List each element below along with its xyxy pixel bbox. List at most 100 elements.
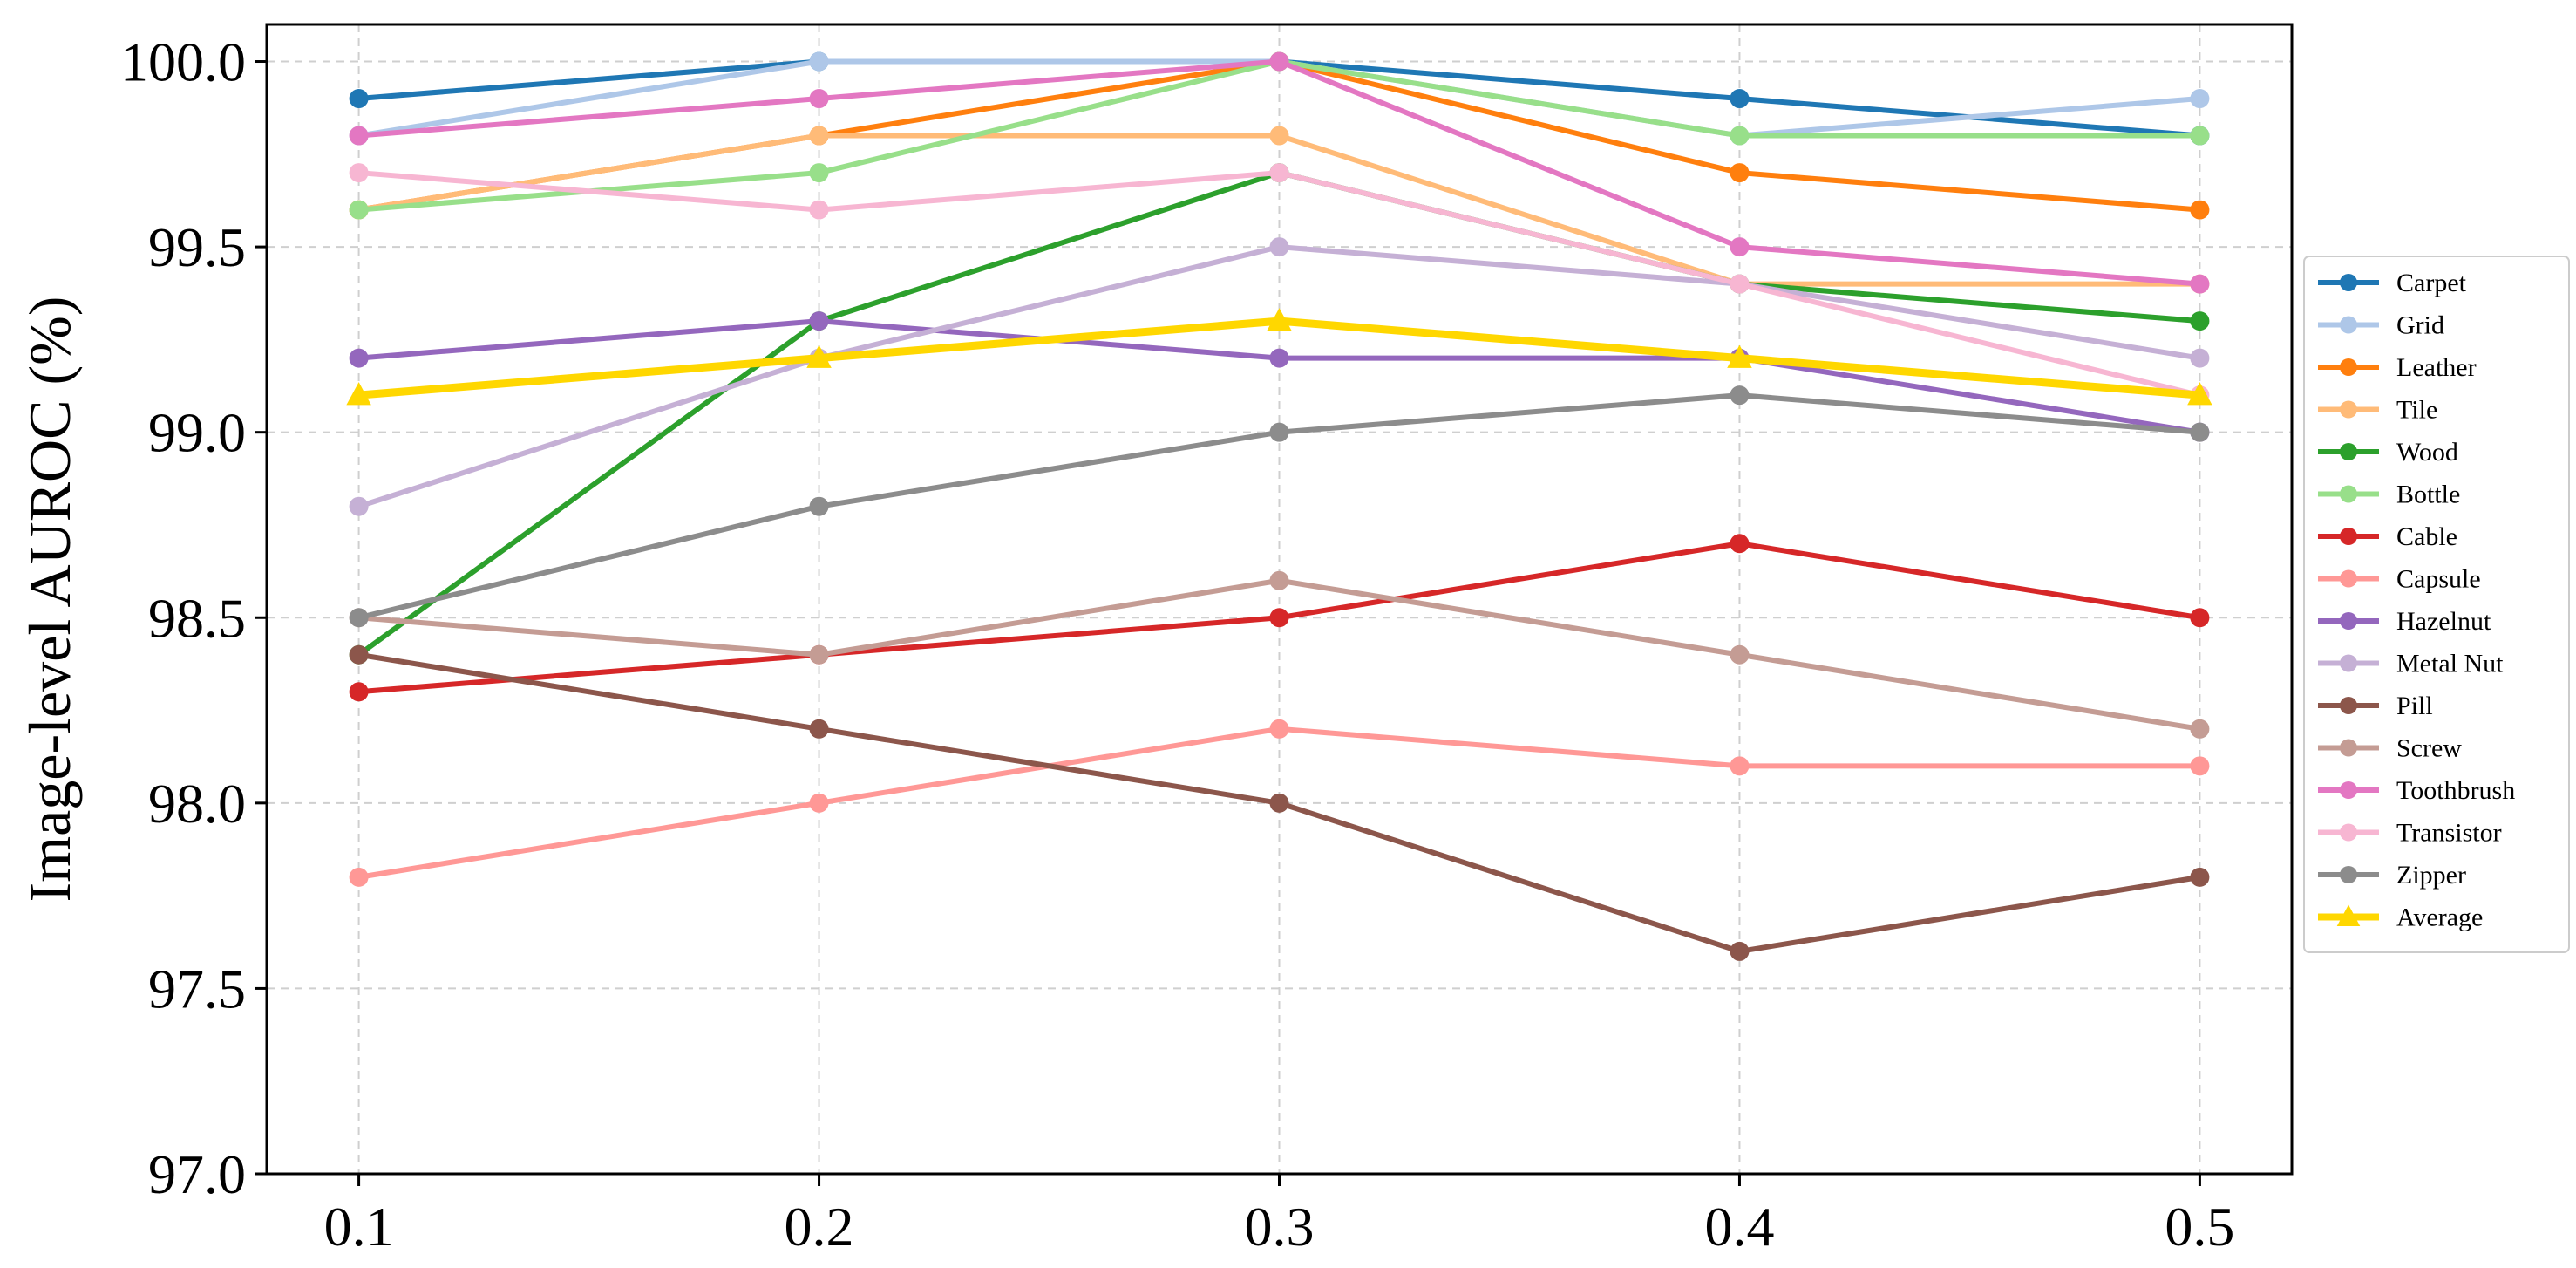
legend-frame	[2303, 256, 2570, 953]
data-point-grid	[809, 51, 829, 72]
legend-label: Metal Nut	[2396, 650, 2504, 678]
data-point-carpet	[349, 89, 369, 109]
data-point-toothbrush	[1269, 51, 1289, 72]
data-point-leather	[2190, 200, 2210, 220]
data-point-transistor	[349, 163, 369, 183]
data-point-screw	[1730, 644, 1750, 665]
legend-label: Leather	[2396, 353, 2477, 382]
legend-swatch-marker	[2336, 904, 2361, 926]
legend-item-leather[interactable]: Leather	[2318, 353, 2477, 382]
series-average	[346, 308, 2212, 406]
legend-swatch-marker	[2340, 358, 2357, 376]
data-point-capsule	[2190, 756, 2210, 776]
data-point-average	[2187, 382, 2212, 406]
legend-item-tile[interactable]: Tile	[2318, 396, 2437, 425]
data-point-transistor	[1269, 163, 1289, 183]
data-point-capsule	[1269, 719, 1289, 739]
data-point-zipper	[2190, 422, 2210, 442]
legend-item-screw[interactable]: Screw	[2318, 734, 2462, 763]
data-point-average	[806, 344, 832, 368]
data-point-hazelnut	[1269, 348, 1289, 368]
legend-item-carpet[interactable]: Carpet	[2318, 269, 2467, 297]
legend-label: Hazelnut	[2396, 607, 2491, 636]
data-point-pill	[1269, 793, 1289, 813]
series-group	[346, 51, 2212, 961]
legend-swatch-marker	[2340, 400, 2357, 419]
legend-label: Cable	[2396, 522, 2457, 551]
legend-label: Average	[2396, 903, 2483, 932]
data-point-transistor	[1730, 274, 1750, 294]
legend-item-average[interactable]: Average	[2318, 903, 2483, 932]
legend-swatch-marker	[2340, 485, 2357, 503]
data-point-zipper	[809, 496, 829, 516]
legend-item-zipper[interactable]: Zipper	[2318, 861, 2466, 890]
data-point-average	[1727, 344, 1752, 368]
series-pill	[349, 644, 2210, 961]
y-tick-label: 97.0	[148, 1143, 246, 1205]
legend-swatch-marker	[2340, 612, 2357, 630]
legend-swatch-marker	[2340, 443, 2357, 460]
data-point-pill	[2190, 867, 2210, 887]
legend[interactable]: Carpet Grid Leather Tile Wood Bottle Cable Caps…	[2303, 256, 2570, 953]
data-point-average	[1267, 308, 1292, 331]
data-point-screw	[809, 644, 829, 665]
legend-label: Transistor	[2396, 819, 2502, 848]
data-point-pill	[809, 719, 829, 739]
data-point-capsule	[809, 793, 829, 813]
data-point-metal-nut	[1269, 237, 1289, 257]
legend-swatch-marker	[2340, 316, 2357, 334]
series-transistor	[349, 163, 2210, 406]
legend-label: Bottle	[2396, 481, 2460, 509]
legend-swatch-marker	[2340, 823, 2357, 842]
legend-item-hazelnut[interactable]: Hazelnut	[2318, 607, 2491, 636]
data-point-wood	[2190, 311, 2210, 331]
data-point-tile	[809, 126, 829, 146]
data-point-capsule	[349, 867, 369, 887]
legend-item-transistor[interactable]: Transistor	[2318, 819, 2502, 848]
grid-lines	[267, 24, 2292, 1175]
y-tick-label: 98.0	[148, 773, 246, 835]
data-point-bottle	[809, 163, 829, 183]
series-toothbrush	[349, 51, 2210, 294]
y-tick-label: 100.0	[120, 31, 246, 93]
data-point-zipper	[349, 608, 369, 628]
legend-item-capsule[interactable]: Capsule	[2318, 565, 2481, 594]
legend-item-pill[interactable]: Pill	[2318, 692, 2433, 720]
data-point-carpet	[1730, 89, 1750, 109]
legend-item-cable[interactable]: Cable	[2318, 522, 2457, 551]
x-tick-label: 0.3	[1245, 1196, 1315, 1258]
legend-label: Zipper	[2396, 861, 2466, 890]
axis-ticks: 97.0 97.5 98.0 98.5 99.0 99.5 100.0 0.1 0.2 0.3 0.…	[120, 31, 2234, 1258]
legend-swatch-marker	[2340, 528, 2357, 545]
legend-label: Carpet	[2396, 269, 2467, 297]
data-point-grid	[2190, 89, 2210, 109]
series-capsule	[349, 719, 2210, 887]
y-axis-label: Image-level AUROC (%)	[17, 297, 83, 903]
legend-item-metal-nut[interactable]: Metal Nut	[2318, 650, 2504, 678]
legend-swatch-marker	[2340, 654, 2357, 672]
legend-item-wood[interactable]: Wood	[2318, 438, 2458, 467]
data-point-toothbrush	[2190, 274, 2210, 294]
y-tick-label: 99.5	[148, 216, 246, 278]
legend-item-bottle[interactable]: Bottle	[2318, 481, 2460, 509]
legend-item-grid[interactable]: Grid	[2318, 311, 2444, 340]
data-point-cable	[1269, 608, 1289, 628]
data-point-pill	[349, 644, 369, 665]
data-point-toothbrush	[809, 89, 829, 109]
data-point-zipper	[1730, 385, 1750, 406]
x-tick-label: 0.5	[2165, 1196, 2234, 1258]
x-tick-label: 0.2	[785, 1196, 854, 1258]
data-point-bottle	[349, 200, 369, 220]
legend-label: Wood	[2396, 438, 2458, 467]
data-point-toothbrush	[1730, 237, 1750, 257]
x-tick-label: 0.1	[324, 1196, 394, 1258]
data-point-zipper	[1269, 422, 1289, 442]
y-tick-label: 99.0	[148, 402, 246, 464]
data-point-screw	[2190, 719, 2210, 739]
legend-label: Capsule	[2396, 565, 2481, 594]
x-tick-label: 0.4	[1704, 1196, 1774, 1258]
data-point-capsule	[1730, 756, 1750, 776]
legend-item-toothbrush[interactable]: Toothbrush	[2318, 776, 2515, 805]
data-point-leather	[1730, 163, 1750, 183]
